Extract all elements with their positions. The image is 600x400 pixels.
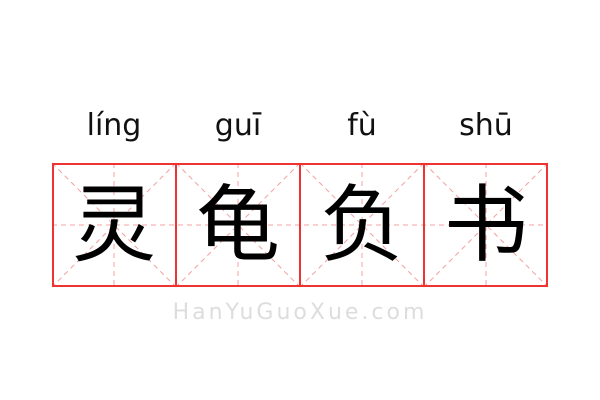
pinyin-1: líng (86, 108, 142, 143)
hanzi-4: 书 (443, 176, 528, 274)
watermark: HanYuGuoXue.com (172, 300, 428, 325)
hanzi-1: 灵 (71, 176, 156, 274)
hanzi-2: 龟 (195, 176, 280, 274)
pinyin-3: fù (347, 108, 377, 143)
pinyin-4: shū (459, 108, 513, 143)
hanzi-3: 负 (319, 176, 404, 274)
pinyin-2: guī (214, 108, 262, 143)
